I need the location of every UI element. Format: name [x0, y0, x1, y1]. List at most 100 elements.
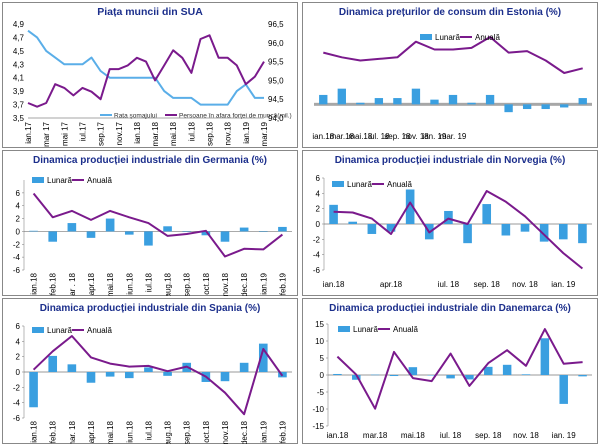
- bar-monthly: [258, 343, 268, 372]
- bar-monthly: [502, 364, 512, 375]
- chart-svg: Dinamica producției industriale din Dane…: [302, 298, 598, 444]
- x-tick-label: sep. 18: [384, 132, 411, 141]
- legend-label-monthly: Lunară: [435, 33, 460, 42]
- x-tick-label: ian.17: [24, 121, 33, 143]
- legend-label-monthly: Lunară: [47, 326, 72, 335]
- chart-title: Piața muncii din SUA: [97, 6, 203, 18]
- y-tick-label: 3,5: [13, 114, 25, 123]
- panel-frame: [2, 2, 298, 148]
- x-tick-label: mar.18: [330, 132, 355, 141]
- panel-frame: [302, 298, 598, 444]
- x-tick-label: iun.18: [125, 272, 134, 294]
- legend-label-annual: Anuală: [393, 325, 418, 334]
- bar-monthly: [67, 223, 77, 232]
- y-tick-label: -6: [13, 266, 21, 275]
- bar-monthly: [319, 94, 328, 105]
- x-tick-label: feb.18: [49, 272, 58, 295]
- y-tick-label: 6: [316, 174, 321, 183]
- y-tick-label: 4: [16, 202, 21, 211]
- y-tick-label: -6: [13, 414, 21, 423]
- chart-title: Dinamica producției industriale din Span…: [40, 303, 261, 314]
- bar-monthly: [485, 94, 495, 105]
- chart-spain-industrial-production: Dinamica producției industriale din Span…: [2, 298, 298, 444]
- x-tick-label: aug.18: [164, 420, 173, 444]
- x-tick-label: nov.18: [224, 121, 233, 145]
- y-tick-label: 15: [315, 320, 324, 329]
- bar-monthly: [105, 218, 115, 232]
- y-tick-label: 4: [16, 337, 21, 346]
- x-tick-label: iun.18: [125, 420, 134, 442]
- y-tick-label: 0: [316, 220, 321, 229]
- y2-tick-label: 94,0: [268, 114, 284, 123]
- chart-title: Dinamica producției industriale din Norv…: [335, 155, 566, 166]
- legend-label-annual: Anuală: [475, 33, 500, 42]
- series-line-annual: [32, 335, 284, 416]
- bar-monthly: [463, 224, 472, 244]
- y-tick-label: 4,1: [13, 74, 25, 83]
- bar-monthly: [48, 231, 58, 242]
- x-tick-label: sep.18: [183, 420, 192, 444]
- bar-monthly: [386, 224, 396, 232]
- y-tick-label: -10: [312, 405, 324, 414]
- x-tick-label: mar.18: [363, 431, 388, 440]
- bar-monthly: [367, 224, 377, 234]
- x-tick-label: nov. 18: [513, 431, 539, 440]
- bar-monthly: [521, 374, 531, 375]
- y-tick-label: -6: [313, 266, 321, 275]
- bar-monthly: [105, 372, 115, 377]
- bar-monthly: [356, 102, 365, 105]
- x-tick-label: dec.18: [240, 420, 249, 444]
- x-tick-label: dec.18: [240, 272, 249, 296]
- bar-monthly: [144, 367, 153, 372]
- x-tick-label: mai 17: [60, 121, 69, 146]
- legend-label-monthly: Lunară: [47, 176, 72, 185]
- bar-monthly: [411, 88, 421, 105]
- y-tick-label: -2: [13, 240, 21, 249]
- chart-svg: Dinamica producției industriale din Span…: [2, 298, 298, 444]
- chart-svg: Dinamica producției industriale din Germ…: [2, 150, 298, 296]
- bar-monthly: [482, 204, 492, 224]
- y2-tick-label: 96,5: [268, 20, 284, 29]
- bar-monthly: [446, 375, 455, 379]
- x-tick-label: mai.18: [401, 431, 426, 440]
- bar-monthly: [444, 210, 453, 224]
- series-line-annual: [323, 36, 583, 74]
- bar-monthly: [467, 102, 476, 105]
- bar-monthly: [29, 372, 38, 408]
- series-line-annual: [333, 190, 584, 270]
- legend-label-unemployment: Rata șomajului: [114, 113, 157, 120]
- bar-monthly: [408, 367, 418, 375]
- bar-monthly: [541, 104, 550, 110]
- x-tick-label: ian.19: [259, 272, 268, 294]
- y-tick-label: 0: [320, 371, 325, 380]
- y-tick-label: 4: [316, 189, 321, 198]
- y-tick-label: 2: [316, 205, 321, 214]
- bar-monthly: [48, 355, 58, 372]
- series-line-annual: [336, 328, 583, 410]
- x-tick-label: oct.18: [202, 420, 211, 442]
- x-tick-label: iul.17: [78, 121, 87, 141]
- x-tick-label: mai.18: [169, 121, 178, 146]
- y2-tick-label: 95,5: [268, 58, 284, 67]
- bar-monthly: [427, 375, 436, 376]
- legend-label-annual: Anuală: [87, 176, 112, 185]
- chart-norway-industrial-production: Dinamica producției industriale din Norv…: [302, 150, 598, 296]
- chart-us-labor-market: Piața muncii din SUA 3,5 3,7 3,9 4,1 4,3 4,5 4,…: [2, 2, 298, 148]
- x-tick-label: iul.18: [144, 420, 153, 440]
- bar-monthly: [578, 224, 587, 244]
- x-tick-label: mar 17: [42, 121, 51, 146]
- bar-monthly: [393, 98, 402, 105]
- x-tick-label: iul. 18: [438, 280, 460, 289]
- bar-monthly: [522, 104, 532, 110]
- bar-monthly: [67, 364, 77, 372]
- y-tick-label: 3,7: [13, 101, 25, 110]
- bar-monthly: [389, 375, 399, 377]
- bar-monthly: [484, 366, 493, 375]
- x-tick-label: sep. 18: [474, 280, 501, 289]
- legend-label-monthly: Lunară: [353, 325, 378, 334]
- bar-monthly: [540, 338, 550, 375]
- y-tick-label: 5: [320, 354, 325, 363]
- bar-monthly: [370, 374, 380, 376]
- x-tick-label: ian. 19: [552, 431, 577, 440]
- y-tick-label: 3,9: [13, 87, 25, 96]
